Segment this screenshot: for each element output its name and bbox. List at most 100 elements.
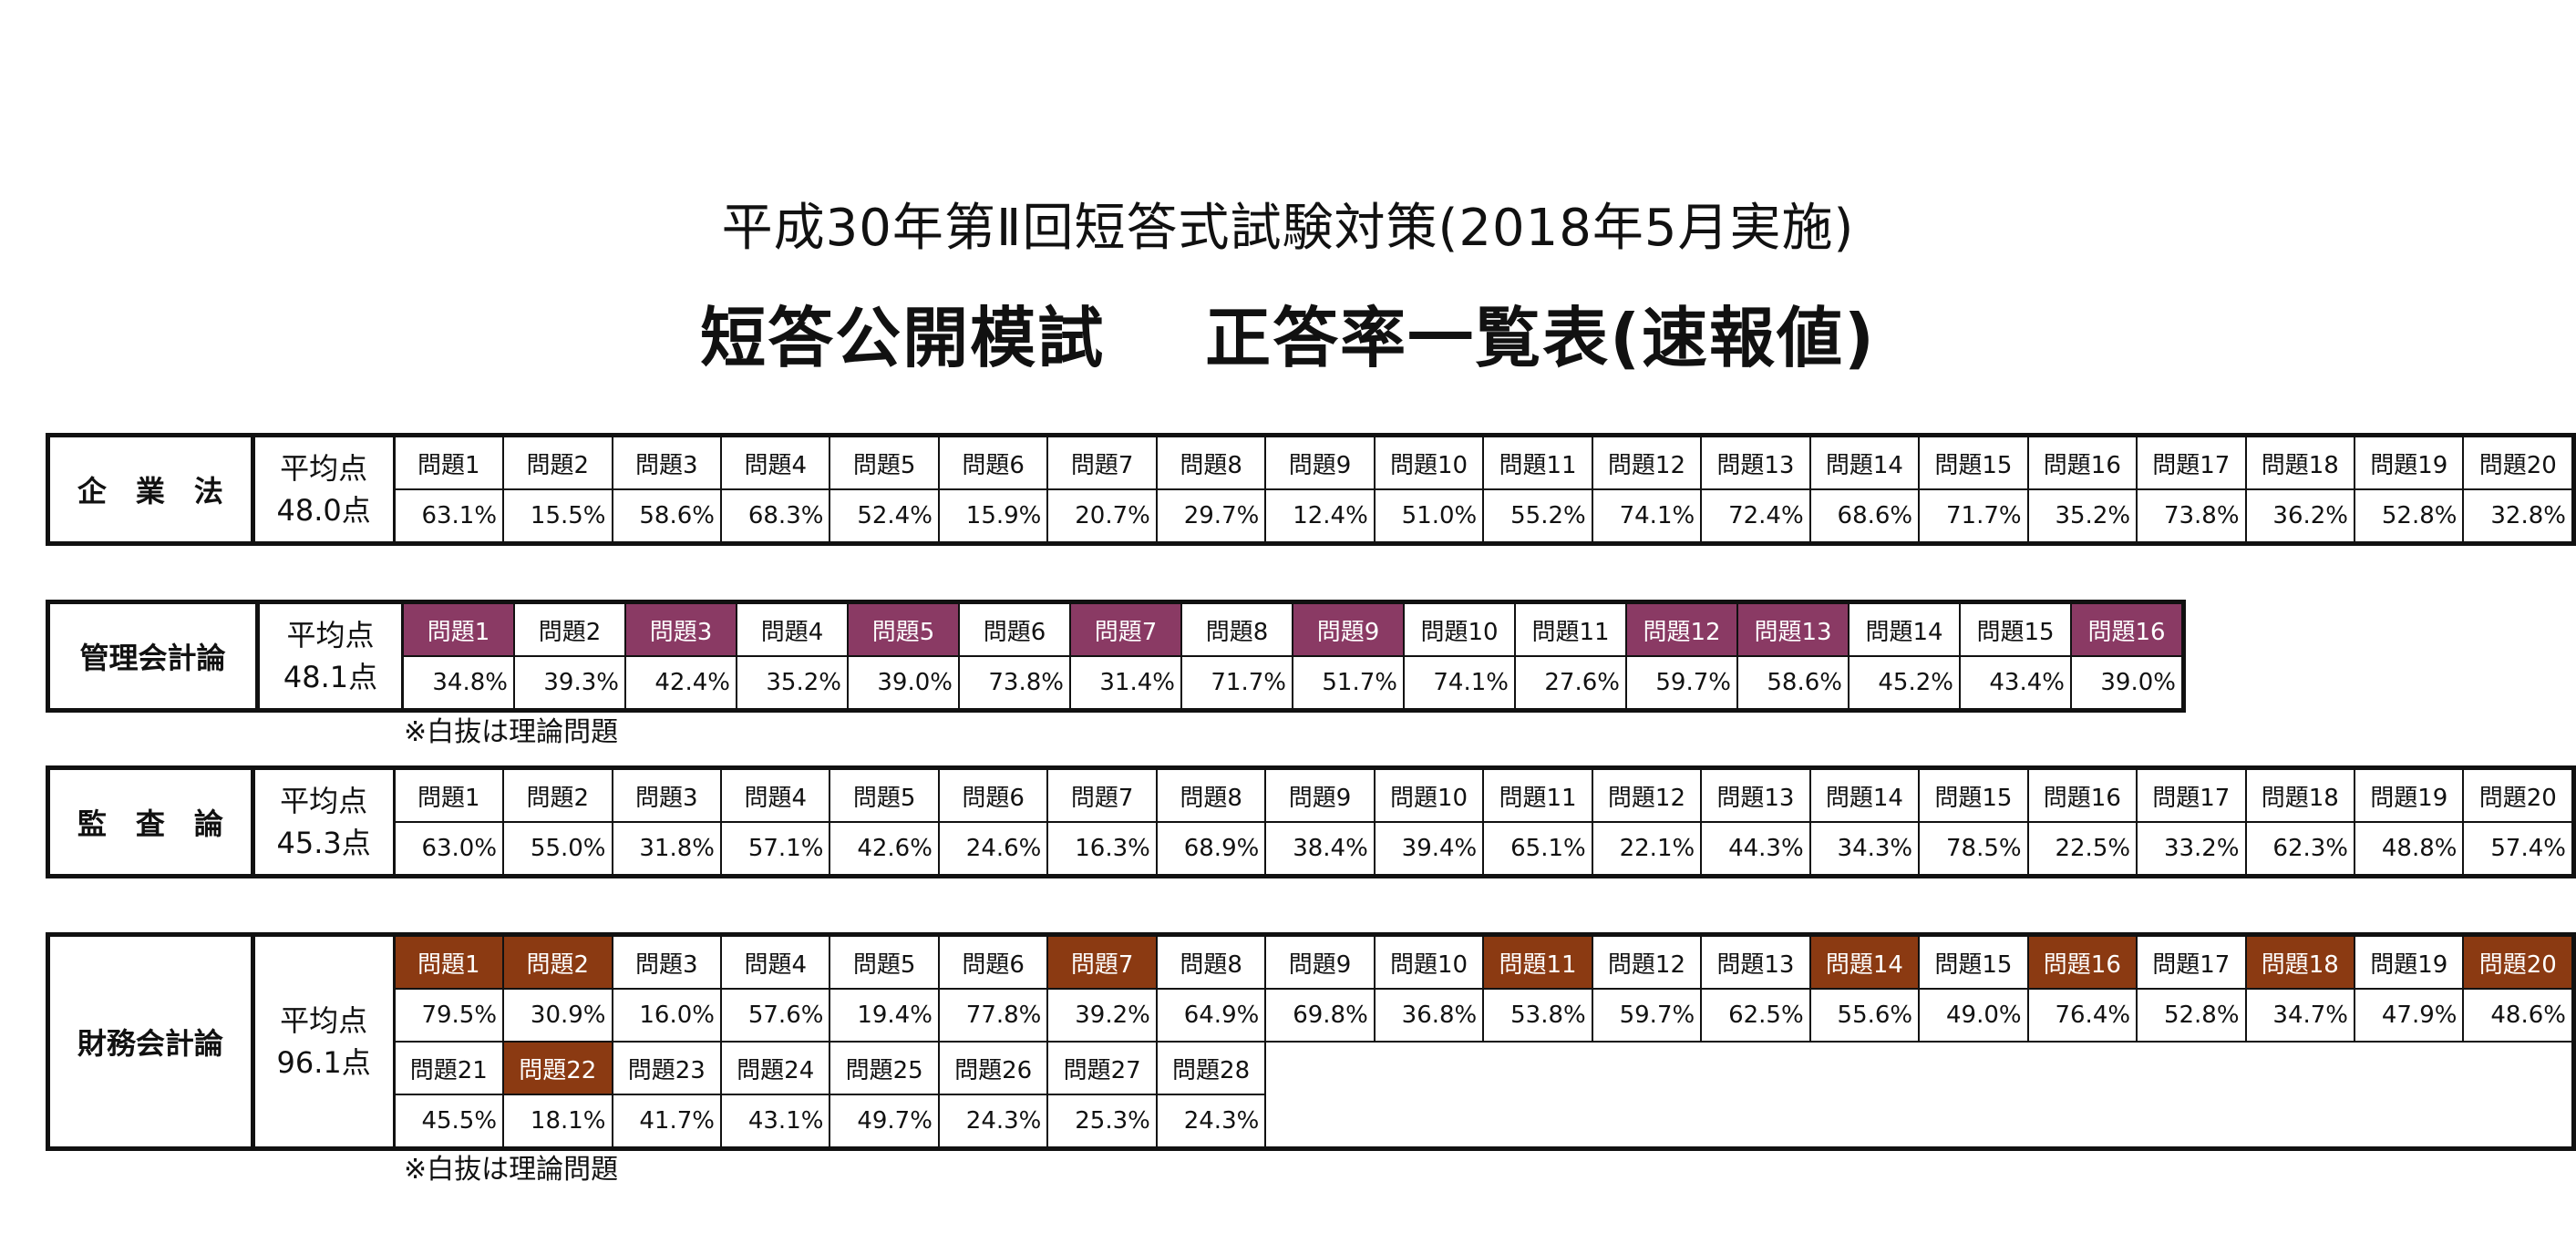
correct-rate: 34.7% xyxy=(2244,988,2356,1043)
question-label: 問題6 xyxy=(937,933,1049,990)
question-label: 問題4 xyxy=(719,766,831,823)
question-label: 問題2 xyxy=(502,434,613,490)
average-label: 平均点 xyxy=(286,618,375,652)
question-label: 問題15 xyxy=(1959,601,2072,657)
correct-rate: 39.0% xyxy=(847,655,960,712)
average-value: 48.0点 xyxy=(276,493,371,528)
question-label: 問題16 xyxy=(2026,434,2138,490)
question-row: 管理会計論 平均点 48.1点 問題1 問題2 問題3 問題4 問題5 問題6 問題7 問題8 問題9… xyxy=(46,600,2185,713)
question-label: 問題12 xyxy=(1591,933,1703,990)
question-label: 問題9 xyxy=(1264,933,1376,990)
question-label: 問題13 xyxy=(1700,933,1811,990)
correct-rate: 15.5% xyxy=(502,488,613,545)
subject-name: 企 業 法 xyxy=(46,433,255,546)
correct-rate: 73.8% xyxy=(2136,488,2247,545)
correct-rate: 74.1% xyxy=(1591,488,1703,545)
question-label: 問題5 xyxy=(829,933,940,990)
question-label: 問題8 xyxy=(1155,933,1267,990)
question-label: 問題3 xyxy=(624,601,737,657)
score-table: 企 業 法平均点 48.0点 問題1 問題2 問題3 問題4 問題5 問題6 問題7 問題8 問題9… xyxy=(46,433,2576,546)
question-label: 問題2 xyxy=(513,601,626,657)
question-label: 問題9 xyxy=(1264,766,1376,823)
correct-rate: 35.2% xyxy=(736,655,849,712)
average-label: 平均点 xyxy=(280,1003,368,1038)
empty-cell xyxy=(2028,1094,2137,1149)
correct-rate: 51.7% xyxy=(1292,655,1405,712)
question-label: 問題6 xyxy=(937,434,1049,490)
correct-rate: 78.5% xyxy=(1918,821,2029,878)
correct-rate: 34.3% xyxy=(1808,821,1921,878)
question-label: 問題13 xyxy=(1700,434,1811,490)
correct-rate: 30.9% xyxy=(502,988,613,1043)
correct-rate: 57.1% xyxy=(719,821,831,878)
correct-rate: 52.8% xyxy=(2354,488,2465,545)
subject-name: 財務会計論 xyxy=(46,932,255,1151)
question-label: 問題3 xyxy=(611,434,722,490)
correct-rate: 29.7% xyxy=(1155,488,1267,545)
correct-rate: 74.1% xyxy=(1403,655,1516,712)
question-row: 監 査 論平均点 45.3点 問題1 問題2 問題3 問題4 問題5 問題6 問題7 問題8 問題9… xyxy=(46,765,2575,878)
question-label: 問題23 xyxy=(611,1041,722,1095)
empty-cell xyxy=(2354,1094,2463,1149)
correct-rate: 20.7% xyxy=(1046,488,1158,545)
correct-rate: 68.9% xyxy=(1155,821,1267,878)
correct-rate: 12.4% xyxy=(1264,488,1376,545)
correct-rate: 31.8% xyxy=(611,821,722,878)
correct-rate: 62.5% xyxy=(1700,988,1811,1043)
average-value: 96.1点 xyxy=(276,1045,371,1080)
correct-rate: 24.6% xyxy=(937,821,1049,878)
empty-cell xyxy=(1701,1042,1809,1094)
question-label: 問題20 xyxy=(2462,933,2575,990)
correct-rate: 71.7% xyxy=(1918,488,2029,545)
question-label: 問題10 xyxy=(1373,434,1485,490)
score-table: 監 査 論平均点 45.3点 問題1 問題2 問題3 問題4 問題5 問題6 問題7 問題8 問題9… xyxy=(46,765,2576,878)
correct-rate: 36.2% xyxy=(2244,488,2356,545)
empty-cell xyxy=(2246,1042,2354,1094)
correct-rate: 71.7% xyxy=(1180,655,1293,712)
question-label: 問題7 xyxy=(1046,766,1158,823)
rate-row: 79.5% 30.9% 16.0% 57.6% 19.4% 77.8% 39.2% 64.9%… xyxy=(48,988,2575,1043)
empty-cell xyxy=(1701,1094,1809,1149)
rate-row: 34.8% 39.3% 42.4% 35.2% 39.0% 73.8% 31.4% 71.7%… xyxy=(48,655,2185,712)
question-label: 問題7 xyxy=(1046,933,1158,990)
question-label: 問題21 xyxy=(393,1041,505,1095)
question-label: 問題14 xyxy=(1808,766,1921,823)
question-label: 問題14 xyxy=(1808,434,1921,490)
empty-cell xyxy=(1592,1042,1701,1094)
correct-rate: 49.7% xyxy=(829,1094,940,1150)
empty-cell xyxy=(1265,1042,1374,1094)
correct-rate: 39.3% xyxy=(513,655,626,712)
correct-rate: 57.6% xyxy=(719,988,831,1043)
correct-rate: 22.5% xyxy=(2026,821,2138,878)
question-label: 問題22 xyxy=(502,1041,613,1095)
empty-cell xyxy=(2463,1094,2573,1149)
correct-rate: 77.8% xyxy=(937,988,1049,1043)
empty-cell xyxy=(1592,1094,1701,1149)
question-label: 問題2 xyxy=(502,766,613,823)
question-label: 問題13 xyxy=(1736,601,1850,657)
correct-rate: 16.3% xyxy=(1046,821,1158,878)
correct-rate: 44.3% xyxy=(1700,821,1811,878)
question-label: 問題12 xyxy=(1591,434,1703,490)
correct-rate: 68.6% xyxy=(1808,488,1921,545)
rate-row: 63.0% 55.0% 31.8% 57.1% 42.6% 24.6% 16.3% 68.9%… xyxy=(48,821,2575,878)
title-line-2: 短答公開模試 正答率一覧表(速報値) xyxy=(0,284,2576,380)
correct-rate: 18.1% xyxy=(502,1094,613,1150)
question-label: 問題14 xyxy=(1848,601,1961,657)
correct-rate: 31.4% xyxy=(1069,655,1182,712)
question-label: 問題20 xyxy=(2462,766,2575,823)
score-table: 財務会計論 平均点 96.1点 問題1 問題2 問題3 問題4 問題5 問題6 問題7 問題8 問題9… xyxy=(46,932,2576,1151)
correct-rate: 47.9% xyxy=(2354,988,2465,1043)
question-label: 問題20 xyxy=(2462,434,2575,490)
correct-rate: 55.6% xyxy=(1808,988,1921,1043)
title-mock-exam: 短答公開模試 xyxy=(700,300,1106,376)
correct-rate: 45.2% xyxy=(1848,655,1961,712)
question-label: 問題11 xyxy=(1482,434,1593,490)
section-kanri-kaikeiron: 管理会計論 平均点 48.1点 問題1 問題2 問題3 問題4 問題5 問題6 問題7 問題8 問題9… xyxy=(46,600,2186,713)
question-label: 問題9 xyxy=(1264,434,1376,490)
subject-name: 管理会計論 xyxy=(46,600,260,713)
correct-rate: 69.8% xyxy=(1264,988,1376,1043)
correct-rate: 65.1% xyxy=(1482,821,1593,878)
correct-rate: 59.7% xyxy=(1625,655,1738,712)
average-value: 48.1点 xyxy=(283,660,378,694)
